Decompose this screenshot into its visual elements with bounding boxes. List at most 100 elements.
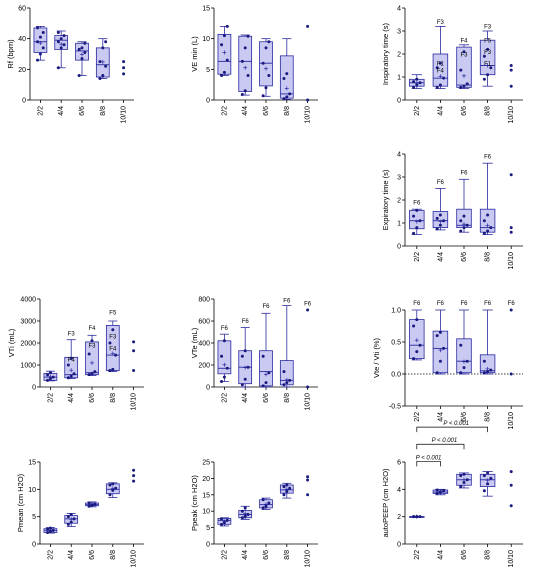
x-tick-label: 10/10 [508, 550, 515, 568]
data-point [108, 341, 112, 345]
x-tick-label: 6/6 [461, 252, 468, 262]
data-point [264, 504, 268, 508]
data-point [482, 474, 486, 478]
data-point [459, 485, 463, 489]
data-point [282, 370, 286, 374]
x-tick-label: 10/10 [305, 550, 312, 568]
data-point [267, 40, 271, 44]
data-point [282, 77, 286, 81]
data-point [486, 369, 490, 373]
x-tick-label: 8/8 [485, 550, 492, 560]
annotation-label: F6 [413, 201, 421, 207]
data-point [122, 66, 126, 70]
data-point [462, 472, 466, 476]
data-point [442, 346, 446, 350]
x-tick-label: 8/8 [284, 550, 291, 560]
data-point [282, 493, 286, 497]
x-tick-label: 4/4 [437, 252, 444, 262]
box-iqr [409, 209, 425, 230]
data-point [222, 375, 226, 379]
box-iqr [217, 340, 232, 375]
data-point [415, 515, 419, 519]
x-tick-label: 6/6 [263, 393, 270, 403]
data-point [114, 353, 118, 357]
annotation-label: F4 [68, 358, 76, 364]
x-tick-label: 6/6 [461, 106, 468, 116]
data-point [285, 72, 289, 76]
data-point [486, 213, 490, 217]
data-point [462, 84, 466, 88]
data-point [459, 371, 463, 375]
x-tick-label: 6/6 [461, 412, 468, 422]
y-tick-label: 5 [206, 525, 210, 532]
annotation-label: F5 [109, 310, 117, 316]
annotation-label: F4 [460, 39, 468, 45]
data-point [462, 50, 466, 54]
data-point [509, 226, 513, 230]
y-tick-label: 0 [206, 542, 210, 549]
data-point [225, 58, 229, 62]
y-tick-label: 2 [397, 514, 401, 521]
data-point [132, 479, 136, 483]
y-tick-label: 10 [28, 487, 36, 494]
data-point [489, 476, 493, 480]
y-tick-label: 800 [198, 297, 210, 304]
data-point [132, 349, 136, 353]
data-point [90, 339, 94, 343]
y-tick-label: 25 [202, 460, 210, 467]
data-point [412, 231, 416, 235]
data-point [132, 369, 136, 372]
y-tick-label: 3000 [20, 319, 36, 326]
y-tick-label: 0 [32, 385, 36, 392]
x-tick-label: 2/2 [414, 412, 421, 422]
data-point [412, 324, 416, 328]
data-point [46, 378, 50, 382]
data-point [306, 98, 310, 102]
data-point [509, 372, 513, 376]
data-point [46, 531, 50, 535]
x-tick-label: 2/2 [221, 550, 228, 560]
data-point [482, 371, 486, 375]
x-tick-label: 8/8 [485, 412, 492, 422]
data-point [90, 503, 94, 507]
data-point [489, 226, 493, 230]
data-point [288, 486, 292, 490]
data-point [486, 229, 490, 233]
y-axis-label: Vte / Vti (%) [372, 337, 381, 378]
data-point [93, 502, 97, 506]
annotation-label: F3 [460, 52, 468, 58]
data-point [486, 482, 490, 486]
data-point [69, 374, 73, 378]
data-point [465, 223, 469, 227]
data-point [264, 86, 268, 90]
data-point [465, 359, 469, 363]
data-point [72, 372, 76, 376]
data-point [482, 77, 486, 81]
data-point [72, 517, 76, 521]
x-tick-label: 4/4 [242, 393, 249, 403]
data-point [482, 219, 486, 223]
data-point [435, 371, 439, 375]
x-tick-label: 8/8 [100, 106, 107, 116]
y-tick-label: 1 [397, 75, 401, 82]
x-tick-label: 4/4 [242, 550, 249, 560]
annotation-label: F6 [413, 301, 421, 307]
chart-exp: Expiratory time (s) 0 1 2 3 4 2/2 4/4 6/6 8/8 10/1… [381, 152, 523, 270]
x-tick-label: 2/2 [414, 252, 421, 262]
data-point [482, 489, 486, 493]
y-tick-label: 3 [397, 29, 401, 36]
data-point [285, 490, 289, 494]
data-point [415, 226, 419, 230]
data-point [56, 31, 60, 35]
data-point [438, 213, 442, 217]
data-point [108, 493, 112, 497]
y-tick-label: -0.5 [389, 404, 401, 411]
data-point [435, 216, 439, 220]
x-tick-label: 4/4 [437, 106, 444, 116]
x-tick-label: 6/6 [263, 550, 270, 560]
y-tick-label: 0.5 [391, 340, 401, 347]
y-tick-label: 0 [397, 98, 401, 105]
data-point [66, 522, 70, 526]
x-tick-label: 10/10 [305, 106, 312, 124]
